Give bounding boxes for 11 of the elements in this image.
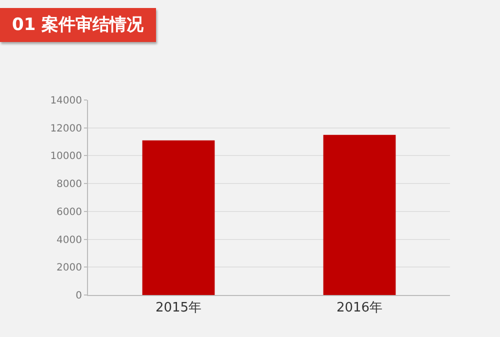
y-tick-label: 8000 [56, 179, 82, 190]
y-tick-label: 6000 [56, 206, 82, 218]
y-tick-label: 2000 [56, 262, 82, 274]
y-tick-label: 14000 [50, 96, 82, 106]
y-tick-label: 12000 [50, 123, 82, 134]
chart-title: 01 案件审结情况 [0, 8, 156, 42]
y-tick-label: 10000 [50, 151, 82, 162]
y-tick-label: 0 [76, 290, 82, 302]
x-tick-label: 2015年 [155, 300, 202, 316]
x-tick-label: 2016年 [336, 300, 383, 316]
y-tick-label: 4000 [56, 234, 82, 246]
